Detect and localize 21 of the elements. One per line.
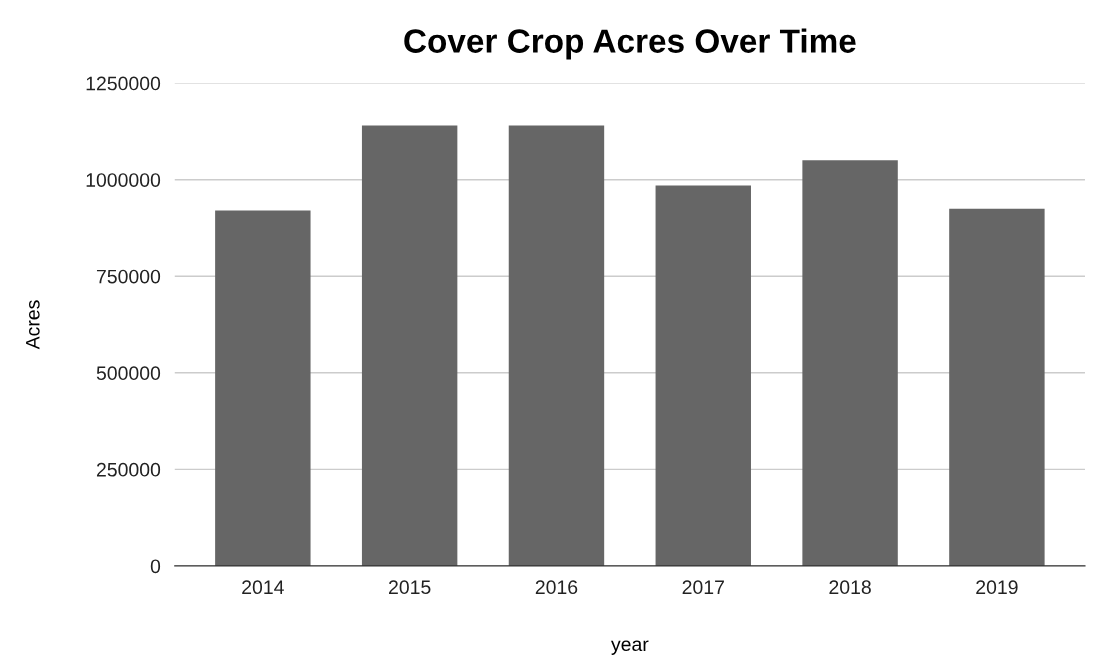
x-tick-label: 2015 — [389, 580, 431, 595]
bar — [802, 160, 898, 566]
bar — [215, 210, 311, 566]
bar — [949, 208, 1045, 566]
bar — [361, 125, 458, 566]
x-tick-label: 2016 — [535, 580, 578, 595]
y-tick-label: 1000000 — [86, 173, 161, 187]
y-tick-label: 250000 — [96, 462, 161, 477]
y-tick-label: 0 — [150, 559, 161, 574]
x-tick-label: 2014 — [242, 580, 284, 595]
y-tick-label: 750000 — [96, 269, 161, 284]
x-tick-label: 2019 — [976, 580, 1018, 595]
x-axis-title: year — [611, 640, 649, 655]
y-tick-label: 1250000 — [86, 76, 161, 91]
x-tick-label: 2017 — [682, 580, 724, 595]
bar — [655, 185, 751, 566]
y-tick-label: 500000 — [96, 366, 161, 381]
x-tick-label: 2018 — [829, 580, 871, 595]
chart-title: Cover Crop Acres Over Time — [404, 28, 856, 60]
y-axis-title: Acres — [26, 300, 40, 350]
bar — [508, 125, 605, 566]
